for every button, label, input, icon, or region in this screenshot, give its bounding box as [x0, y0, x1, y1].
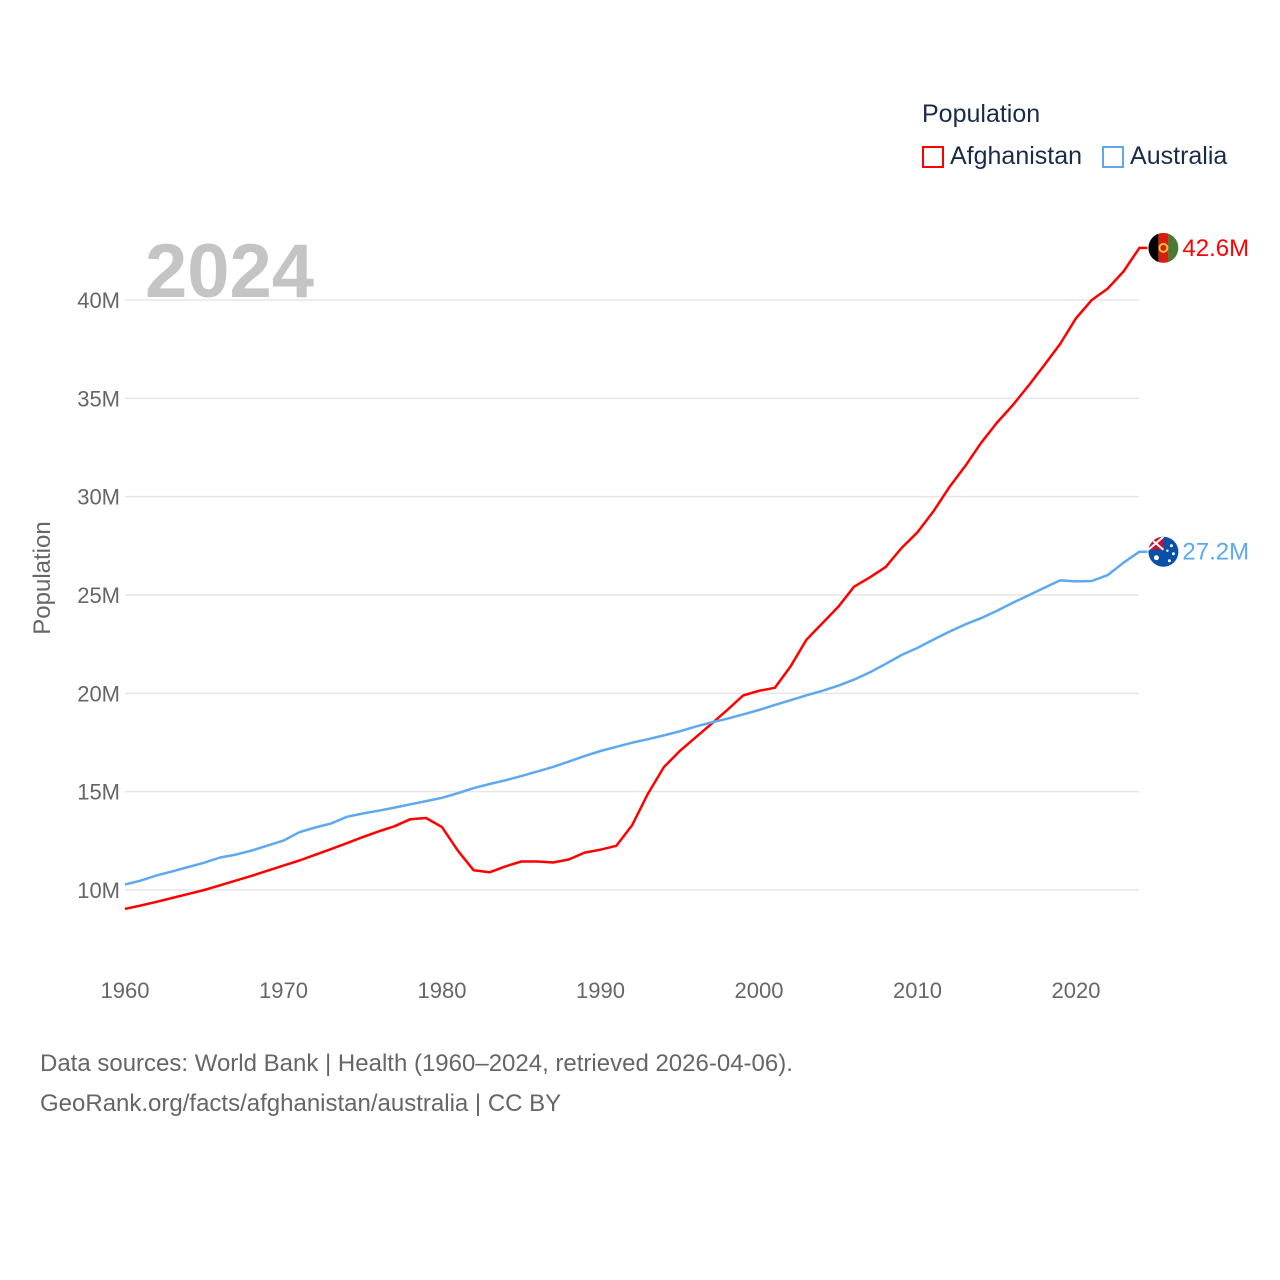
flag-icon-afghanistan	[1148, 232, 1179, 263]
series-line-australia	[124, 550, 1148, 886]
end-value-label-australia: 27.2M	[1182, 539, 1249, 566]
flag-star	[1171, 552, 1175, 556]
y-tick-label: 25M	[77, 583, 120, 608]
legend-swatch-australia	[1102, 145, 1125, 168]
y-tick-label: 35M	[77, 386, 120, 411]
flag-star	[1169, 544, 1173, 548]
legend-title: Population	[922, 100, 1041, 128]
legend: Afghanistan Australia	[922, 142, 1227, 171]
flag-icon-australia	[1148, 536, 1179, 567]
legend-swatch-afghanistan	[922, 145, 944, 168]
flag-stripe	[1158, 232, 1169, 263]
flag-emblem	[1158, 242, 1169, 253]
x-tick-label: 1990	[576, 978, 625, 1003]
footer: Data sources: World Bank | Health (1960–…	[40, 1044, 793, 1124]
flag-stripe	[1168, 232, 1179, 263]
year-label: 2024	[145, 229, 315, 314]
end-value-label-afghanistan: 42.6M	[1182, 235, 1249, 262]
x-tick-label: 2000	[735, 978, 784, 1003]
y-tick-label: 30M	[77, 485, 120, 510]
legend-label: Afghanistan	[950, 142, 1083, 170]
y-tick-label: 15M	[77, 780, 120, 805]
y-tick-label: 10M	[77, 878, 120, 903]
y-tick-label: 40M	[77, 288, 120, 313]
data-source-text: Data sources: World Bank | Health (1960–…	[40, 1050, 793, 1077]
x-tick-label: 1960	[101, 978, 150, 1003]
series-line-afghanistan	[124, 246, 1148, 911]
legend-label: Australia	[1130, 142, 1228, 170]
flag-star	[1153, 555, 1159, 561]
x-tick-label: 1980	[418, 978, 467, 1003]
attribution-link[interactable]: GeoRank.org/facts/afghanistan/australia …	[40, 1090, 562, 1117]
legend-item-afghanistan[interactable]: Afghanistan	[922, 142, 1082, 171]
flag-stripe	[1148, 232, 1159, 263]
y-axis-label: Population	[29, 521, 56, 634]
y-tick-label: 20M	[77, 681, 120, 706]
x-tick-label: 2020	[1052, 978, 1101, 1003]
flag-star	[1167, 559, 1171, 563]
legend-item-australia[interactable]: Australia	[1102, 142, 1227, 171]
x-tick-label: 1970	[259, 978, 308, 1003]
flag-star	[1166, 549, 1169, 552]
x-tick-label: 2010	[893, 978, 942, 1003]
